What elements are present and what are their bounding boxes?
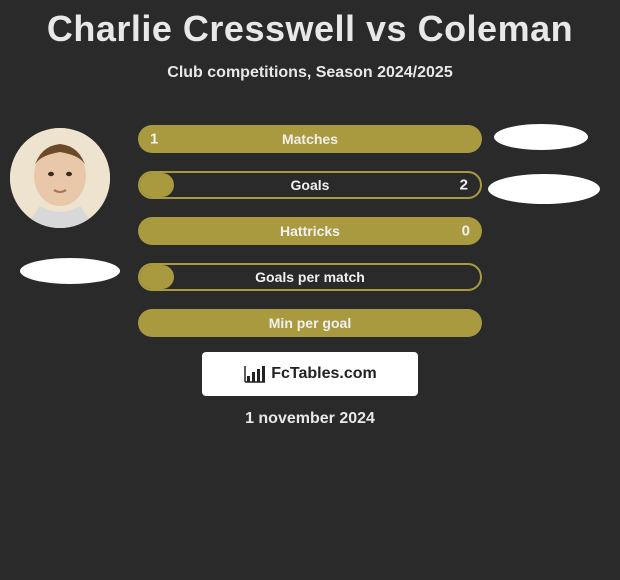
fctables-watermark: FcTables.com — [202, 352, 418, 396]
stat-bar-goals-per-match: Goals per match — [138, 263, 482, 291]
page-subtitle: Club competitions, Season 2024/2025 — [0, 64, 620, 82]
stat-bar-matches: 1 Matches — [138, 125, 482, 153]
page-title: Charlie Cresswell vs Coleman — [0, 0, 620, 50]
stat-bar-goals: 2 Goals — [138, 171, 482, 199]
stat-value-right: 2 — [460, 177, 468, 194]
name-ellipse-right-1 — [494, 124, 588, 150]
stat-bar-min-per-goal: Min per goal — [138, 309, 482, 337]
stat-bar-label: Goals — [291, 177, 330, 193]
stat-bar-fill — [140, 173, 174, 197]
bars-chart-icon — [243, 364, 267, 384]
stat-bar-label: Hattricks — [280, 223, 340, 239]
name-ellipse-left — [20, 258, 120, 284]
avatar-face-icon — [10, 128, 110, 228]
watermark-text: FcTables.com — [271, 365, 377, 383]
comparison-bars: 1 Matches 2 Goals 0 Hattricks Goals per match M… — [138, 125, 482, 355]
name-ellipse-right-2 — [488, 174, 600, 204]
stat-bar-label: Matches — [282, 131, 338, 147]
stat-value-right: 0 — [462, 223, 470, 240]
stat-bar-fill — [140, 265, 174, 289]
player-left-avatar — [10, 128, 110, 228]
stat-value-left: 1 — [150, 131, 158, 148]
date-label: 1 november 2024 — [0, 410, 620, 428]
stat-bar-label: Goals per match — [255, 269, 365, 285]
stat-bar-label: Min per goal — [269, 315, 351, 331]
stat-bar-hattricks: 0 Hattricks — [138, 217, 482, 245]
